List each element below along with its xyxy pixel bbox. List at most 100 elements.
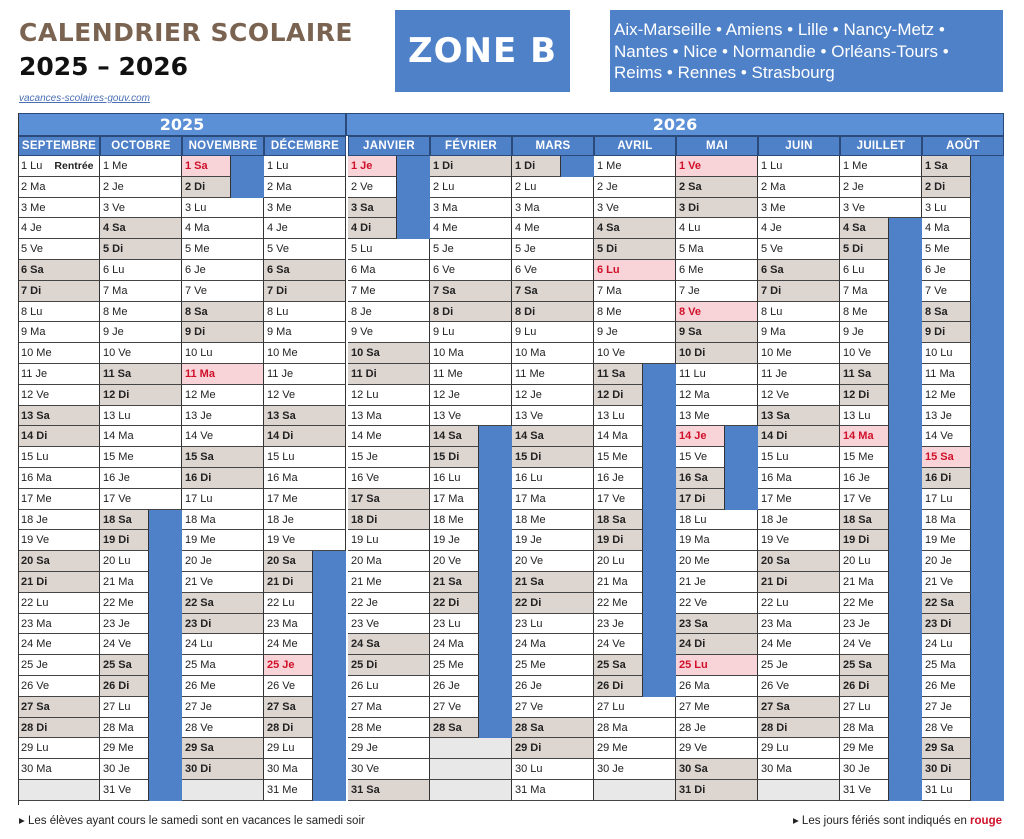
day-cell: 15 Lu [18, 447, 100, 468]
day-cell: 20 Je [182, 551, 264, 572]
day-cell: 4 Je [264, 218, 346, 240]
day-cell: 17 Di [676, 488, 725, 510]
day-cell: 7 Me [348, 280, 430, 302]
day-cell: 28 Me [348, 717, 430, 739]
day-cell: 27 Sa [264, 696, 313, 718]
month-header: NOVEMBRE [182, 136, 264, 156]
day-cell: 23 Ma [758, 613, 840, 635]
day-cell: 23 Di [182, 613, 264, 635]
day-cell: 3 Me [18, 197, 100, 219]
day-cell: 27 Ve [430, 696, 479, 718]
day-cell: 19 Di [840, 530, 889, 552]
day-cell: 26 Ve [264, 676, 313, 697]
vacation-band [889, 218, 922, 801]
day-cell: 11 Ma [922, 364, 971, 385]
day-cell: 20 Lu [594, 551, 643, 572]
vacation-band [397, 156, 430, 240]
day-cell: 14 Ma [594, 426, 643, 448]
day-cell: 11 Sa [840, 364, 889, 385]
day-cell: 23 Sa [676, 613, 758, 635]
day-cell: 21 Di [758, 572, 840, 593]
day-cell: 20 Sa [18, 551, 100, 572]
day-cell: 1 Lu [264, 156, 346, 177]
day-cell: 25 Sa [594, 655, 643, 676]
day-cell: 30 Je [100, 759, 149, 780]
day-cell: 8 Me [100, 301, 182, 323]
day-cell: 12 Lu [348, 384, 430, 406]
day-cell: 13 Sa [264, 405, 346, 427]
day-cell: 26 Di [840, 676, 889, 697]
day-cell: 5 Lu [348, 239, 430, 260]
day-cell: 25 Di [348, 655, 430, 676]
day-cell: 25 Je [18, 655, 100, 676]
day-cell: 29 Ve [676, 738, 758, 760]
day-cell: 5 Je [512, 239, 594, 260]
day-cell: 10 Me [758, 343, 840, 364]
day-cell: 26 Je [512, 676, 594, 697]
day-cell: 3 Lu [922, 197, 971, 219]
day-cell: 28 Ma [594, 717, 676, 739]
month-header: AOÛT [922, 136, 1004, 156]
day-cell: 28 Ma [840, 717, 889, 739]
vacation-band [149, 509, 182, 801]
day-cell: 23 Di [922, 613, 971, 635]
day-cell: 25 Ma [922, 655, 971, 676]
day-cell: 30 Lu [512, 759, 594, 780]
day-cell: 28 Je [676, 717, 758, 739]
empty-day [430, 780, 512, 801]
day-cell: 13 Sa [758, 405, 840, 427]
day-cell: 6 Lu [100, 260, 182, 281]
day-cell: 16 Ve [348, 468, 430, 489]
day-cell: 6 Ve [430, 260, 512, 281]
day-cell: 26 Ma [676, 676, 758, 697]
zone-cities: Aix-Marseille • Amiens • Lille • Nancy-M… [610, 10, 1003, 92]
day-cell: 12 Di [100, 384, 182, 406]
day-cell: 21 Ve [182, 572, 264, 593]
day-cell: 14 Sa [512, 426, 594, 448]
day-cell: 19 Me [182, 530, 264, 552]
day-cell: 14 Ma [100, 426, 182, 448]
day-cell: 15 Me [840, 447, 889, 468]
day-cell: 15 Lu [264, 447, 346, 468]
day-cell: 31 Sa [348, 780, 430, 801]
day-cell: 19 Lu [348, 530, 430, 552]
day-cell: 29 Me [100, 738, 149, 760]
zone-badge: ZONE B [395, 10, 570, 92]
day-cell: 18 Je [758, 509, 840, 531]
day-cell: 24 Di [676, 634, 758, 656]
day-cell: 28 Ve [922, 717, 971, 739]
day-cell: 4 Je [18, 218, 100, 240]
day-cell: 29 Lu [18, 738, 100, 760]
day-cell: 14 Di [264, 426, 346, 448]
day-cell: 12 Je [512, 384, 594, 406]
day-cell: 5 Di [594, 239, 676, 260]
day-cell: 29 Di [512, 738, 594, 760]
day-cell: 19 Di [594, 530, 643, 552]
day-cell: 17 Ma [512, 488, 594, 510]
rentree-label: Rentrée [54, 160, 94, 172]
day-cell: 30 Ma [18, 759, 100, 780]
vacation-band [725, 426, 758, 510]
source-link[interactable]: vacances-scolaires-gouv.com [19, 93, 150, 104]
day-cell: 13 Lu [100, 405, 182, 427]
day-cell: 16 Je [594, 468, 643, 489]
day-cell: 22 Di [430, 592, 479, 614]
day-cell: 3 Me [758, 197, 840, 219]
day-cell: 8 Je [348, 301, 430, 323]
day-cell: 22 Ve [676, 592, 758, 614]
day-cell: 23 Lu [512, 613, 594, 635]
day-cell: 15 Sa [922, 447, 971, 468]
day-cell: 13 Ve [430, 405, 512, 427]
day-cell: 25 Me [430, 655, 479, 676]
day-cell: 6 Ve [512, 260, 594, 281]
day-cell: 22 Lu [758, 592, 840, 614]
day-cell: 1 Me [840, 156, 922, 177]
day-cell: 1 Je [348, 156, 397, 177]
day-cell: 1 Me [594, 156, 676, 177]
day-cell: 30 Ve [348, 759, 430, 780]
day-cell: 15 Je [348, 447, 430, 468]
day-cell: 18 Ma [922, 509, 971, 531]
day-cell: 19 Me [922, 530, 971, 552]
day-cell: 20 Lu [100, 551, 149, 572]
day-cell: 12 Me [182, 384, 264, 406]
